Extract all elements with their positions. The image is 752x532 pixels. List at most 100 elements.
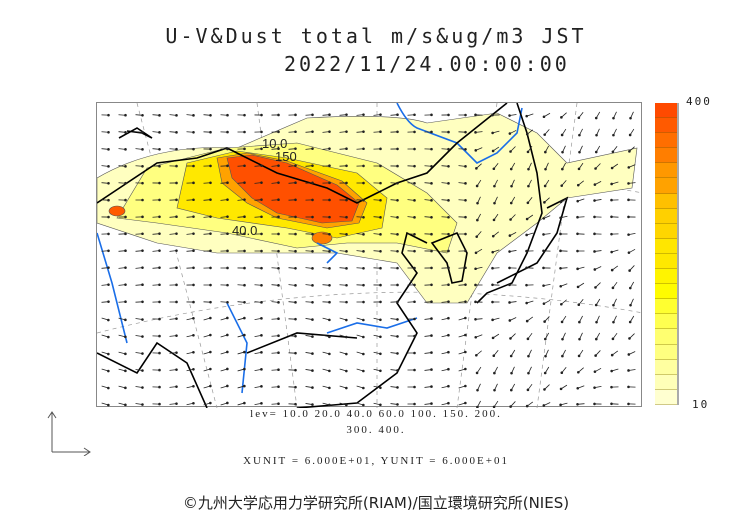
- wind-arrow-head: [525, 114, 528, 118]
- wind-arrow-head: [464, 350, 467, 354]
- wind-arrow-head: [576, 183, 580, 187]
- wind-arrow-head: [328, 369, 331, 373]
- wind-arrow-head: [396, 352, 399, 355]
- wind-arrow-head: [260, 351, 263, 354]
- wind-arrow-head: [243, 266, 246, 270]
- wind-arrow-head: [593, 232, 596, 236]
- wind-arrow-head: [595, 133, 598, 137]
- wind-arrow-head: [209, 113, 212, 117]
- wind-arrow-head: [277, 351, 280, 355]
- wind-arrow-head: [525, 233, 528, 237]
- wind-arrow-head: [124, 215, 127, 219]
- wind-arrow-head: [328, 113, 331, 117]
- wind-arrow-head: [243, 316, 246, 320]
- wind-arrow-head: [362, 130, 365, 133]
- wind-arrow-head: [447, 147, 450, 151]
- wind-arrow-head: [328, 164, 331, 168]
- wind-arrow-head: [294, 351, 297, 355]
- wind-arrow-head: [362, 215, 365, 219]
- wind-arrow-head: [447, 215, 450, 219]
- wind-arrow-head: [577, 303, 581, 307]
- wind-arrow-head: [542, 404, 546, 407]
- wind-arrow-head: [226, 300, 229, 304]
- wind-arrow-head: [362, 233, 365, 236]
- wind-arrow-head: [561, 150, 564, 154]
- wind-arrow-head: [474, 335, 478, 339]
- wind-arrow-head: [379, 386, 382, 390]
- wind-arrow-head: [260, 232, 263, 236]
- wind-arrow-head: [107, 165, 110, 168]
- wind-arrow-head: [561, 354, 564, 358]
- wind-arrow-head: [576, 249, 579, 253]
- wind-arrow-head: [175, 385, 178, 388]
- wind-arrow-head: [576, 199, 579, 203]
- wind-arrow-head: [491, 113, 494, 117]
- colorbar-band: [655, 389, 677, 405]
- wind-arrow-head: [311, 284, 314, 287]
- wind-arrow-head: [627, 166, 631, 169]
- wind-arrow-head: [627, 251, 631, 254]
- wind-arrow-head: [627, 402, 630, 406]
- wind-arrow-head: [525, 319, 529, 323]
- wind-arrow-head: [209, 316, 212, 320]
- wind-arrow-head: [611, 150, 615, 154]
- wind-arrow-head: [542, 266, 545, 270]
- wind-arrow-head: [311, 249, 314, 253]
- wind-arrow-head: [192, 350, 195, 354]
- wind-arrow-head: [509, 218, 512, 221]
- dust-map: 10.0 150 40.0: [96, 102, 644, 409]
- wind-arrow-head: [277, 198, 280, 202]
- wind-arrow-head: [379, 300, 382, 304]
- wind-arrow-head: [243, 401, 246, 405]
- wind-arrow-head: [464, 147, 467, 151]
- wind-arrow-head: [413, 199, 416, 202]
- wind-arrow-head: [226, 113, 229, 117]
- wind-arrow-head: [447, 300, 450, 303]
- wind-arrow-head: [107, 300, 110, 303]
- wind-arrow-head: [243, 283, 246, 287]
- wind-arrow-head: [493, 388, 496, 392]
- wind-arrow-head: [559, 387, 563, 391]
- wind-arrow-head: [158, 215, 161, 219]
- wind-arrow-head: [627, 385, 630, 389]
- wind-arrow-head: [158, 368, 161, 372]
- wind-arrow-head: [311, 369, 314, 372]
- wind-arrow-head: [525, 266, 528, 270]
- wind-arrow-head: [508, 301, 511, 304]
- wind-arrow-head: [447, 113, 450, 117]
- colorbar-band: [655, 359, 677, 375]
- wind-arrow-head: [610, 353, 614, 357]
- wind-arrow-head: [578, 337, 581, 341]
- wind-arrow-head: [474, 113, 477, 117]
- wind-arrow-head: [277, 402, 280, 406]
- wind-arrow-head: [362, 352, 365, 356]
- wind-arrow-head: [294, 130, 297, 134]
- wind-arrow-head: [311, 232, 314, 236]
- wind-arrow-head: [510, 371, 513, 375]
- wind-arrow-head: [158, 114, 161, 117]
- wind-arrow-head: [544, 337, 547, 341]
- wind-arrow-head: [475, 167, 478, 170]
- wind-arrow-head: [158, 147, 161, 151]
- wind-arrow-head: [328, 267, 331, 270]
- wind-arrow-head: [311, 164, 314, 167]
- wind-arrow-head: [379, 113, 382, 116]
- wind-arrow-head: [447, 384, 450, 388]
- wind-arrow-head: [396, 216, 399, 219]
- wind-arrow-head: [175, 164, 178, 168]
- wind-arrow-head: [226, 266, 229, 270]
- wind-arrow-head: [277, 147, 280, 151]
- wind-arrow-head: [158, 317, 161, 321]
- wind-arrow-head: [294, 267, 297, 270]
- wind-arrow-head: [345, 147, 348, 150]
- wind-arrow-head: [294, 215, 297, 219]
- wind-arrow-head: [447, 249, 450, 253]
- levels-line1: lev= 10.0 20.0 40.0 60.0 100. 150. 200.: [250, 408, 502, 420]
- wind-arrow-head: [124, 113, 127, 117]
- wind-arrow-head: [141, 148, 144, 151]
- wind-arrow-head: [413, 113, 416, 117]
- wind-arrow-head: [525, 217, 529, 221]
- wind-arrow-head: [379, 335, 382, 339]
- wind-arrow-head: [158, 351, 161, 355]
- wind-arrow-head: [475, 184, 479, 188]
